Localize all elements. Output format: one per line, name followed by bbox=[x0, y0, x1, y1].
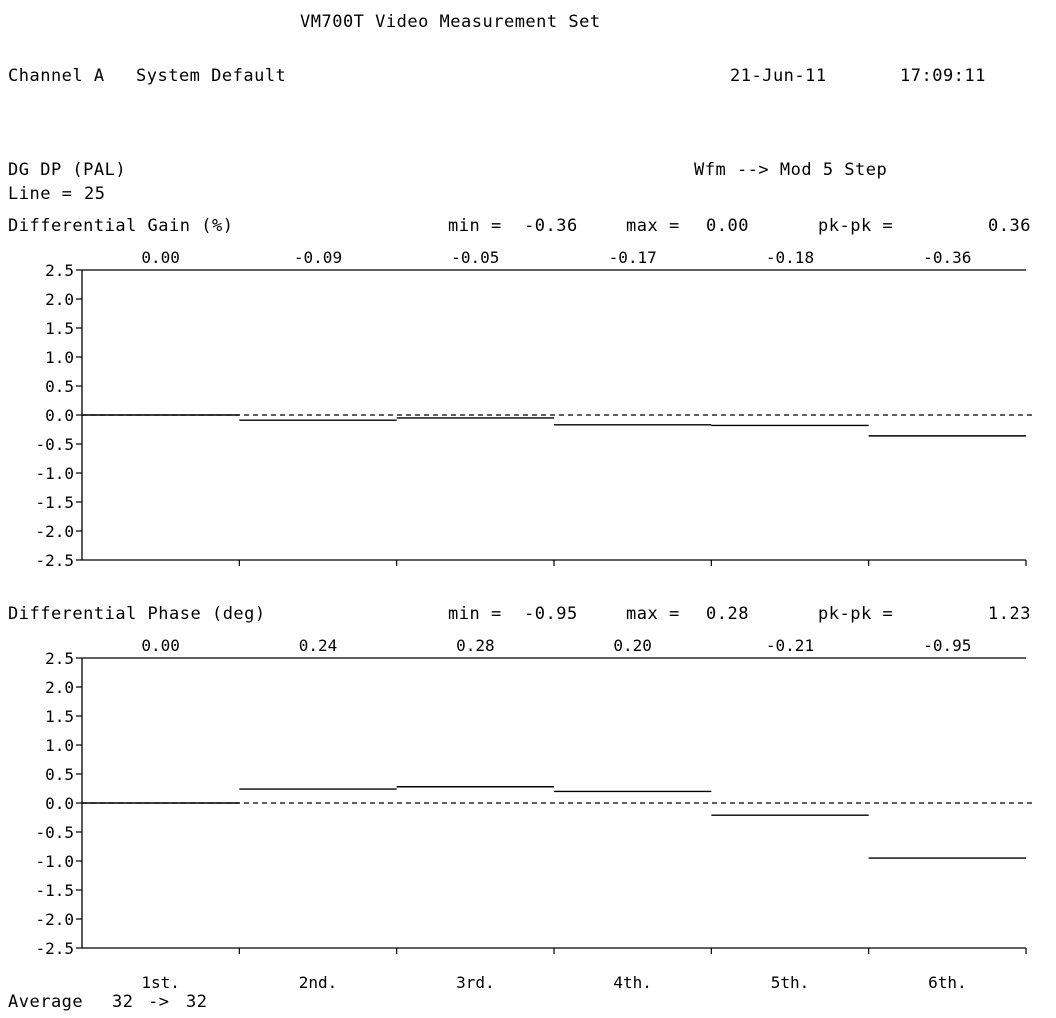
gain-value-label: -0.09 bbox=[294, 248, 342, 267]
gain-pkpk-value: 0.36 bbox=[988, 216, 1031, 236]
gain-ytick-label: 2.0 bbox=[45, 290, 74, 309]
phase-ytick-label: -2.5 bbox=[35, 939, 74, 958]
phase-max-label: max = bbox=[626, 604, 680, 624]
phase-ytick-label: 2.0 bbox=[45, 678, 74, 697]
channel-label: Channel A bbox=[8, 66, 105, 86]
phase-ytick-label: -1.5 bbox=[35, 881, 74, 900]
phase-pkpk-value: 1.23 bbox=[988, 604, 1031, 624]
phase-pkpk-label: pk-pk = bbox=[818, 604, 894, 624]
gain-value-label: -0.17 bbox=[609, 248, 657, 267]
gain-ytick-label: -1.5 bbox=[35, 493, 74, 512]
gain-ytick-label: 2.5 bbox=[45, 261, 74, 280]
gain-ytick-label: -0.5 bbox=[35, 435, 74, 454]
measurement-name: DG DP (PAL) bbox=[8, 160, 127, 180]
measurement-mode: Wfm --> Mod 5 Step bbox=[694, 160, 888, 180]
phase-value-label: 0.00 bbox=[141, 636, 180, 655]
phase-min-label: min = bbox=[448, 604, 502, 624]
gain-ytick-label: 1.5 bbox=[45, 319, 74, 338]
gain-value-label: -0.18 bbox=[766, 248, 814, 267]
app-title: VM700T Video Measurement Set bbox=[300, 12, 601, 32]
gain-pkpk-label: pk-pk = bbox=[818, 216, 894, 236]
gain-value-label: -0.05 bbox=[451, 248, 499, 267]
phase-ytick-label: 0.0 bbox=[45, 794, 74, 813]
line-label: Line = bbox=[8, 184, 73, 204]
phase-value-label: 0.24 bbox=[299, 636, 338, 655]
phase-ytick-label: 0.5 bbox=[45, 765, 74, 784]
phase-min-value: -0.95 bbox=[524, 604, 578, 624]
phase-ytick-label: -2.0 bbox=[35, 910, 74, 929]
phase-value-label: -0.21 bbox=[766, 636, 814, 655]
gain-max-label: max = bbox=[626, 216, 680, 236]
phase-value-label: -0.95 bbox=[923, 636, 971, 655]
time-readout: 17:09:11 bbox=[900, 66, 986, 86]
phase-max-value: 0.28 bbox=[706, 604, 749, 624]
phase-ytick-label: 1.5 bbox=[45, 707, 74, 726]
gain-ytick-label: 0.0 bbox=[45, 406, 74, 425]
phase-ytick-label: 2.5 bbox=[45, 649, 74, 668]
category-label: 2nd. bbox=[299, 973, 338, 992]
phase-value-label: 0.28 bbox=[456, 636, 495, 655]
phase-title: Differential Phase (deg) bbox=[8, 604, 266, 624]
gain-min-value: -0.36 bbox=[524, 216, 578, 236]
gain-ytick-label: 1.0 bbox=[45, 348, 74, 367]
category-label: 4th. bbox=[613, 973, 652, 992]
phase-ytick-label: -1.0 bbox=[35, 852, 74, 871]
gain-value-label: -0.36 bbox=[923, 248, 971, 267]
gain-ytick-label: -2.5 bbox=[35, 551, 74, 570]
gain-ytick-label: -2.0 bbox=[35, 522, 74, 541]
average-to: 32 bbox=[186, 992, 208, 1012]
category-label: 5th. bbox=[771, 973, 810, 992]
category-label: 6th. bbox=[928, 973, 967, 992]
gain-max-value: 0.00 bbox=[706, 216, 749, 236]
category-label: 1st. bbox=[141, 973, 180, 992]
line-value: 25 bbox=[84, 184, 106, 204]
gain-value-label: 0.00 bbox=[141, 248, 180, 267]
date-readout: 21-Jun-11 bbox=[730, 66, 827, 86]
category-label: 3rd. bbox=[456, 973, 495, 992]
gain-ytick-label: 0.5 bbox=[45, 377, 74, 396]
gain-ytick-label: -1.0 bbox=[35, 464, 74, 483]
phase-ytick-label: -0.5 bbox=[35, 823, 74, 842]
average-arrow: -> bbox=[148, 992, 170, 1012]
average-from: 32 bbox=[112, 992, 134, 1012]
gain-min-label: min = bbox=[448, 216, 502, 236]
phase-value-label: 0.20 bbox=[613, 636, 652, 655]
setup-name: System Default bbox=[136, 66, 287, 86]
phase-ytick-label: 1.0 bbox=[45, 736, 74, 755]
average-label: Average bbox=[8, 992, 84, 1012]
gain-title: Differential Gain (%) bbox=[8, 216, 234, 236]
